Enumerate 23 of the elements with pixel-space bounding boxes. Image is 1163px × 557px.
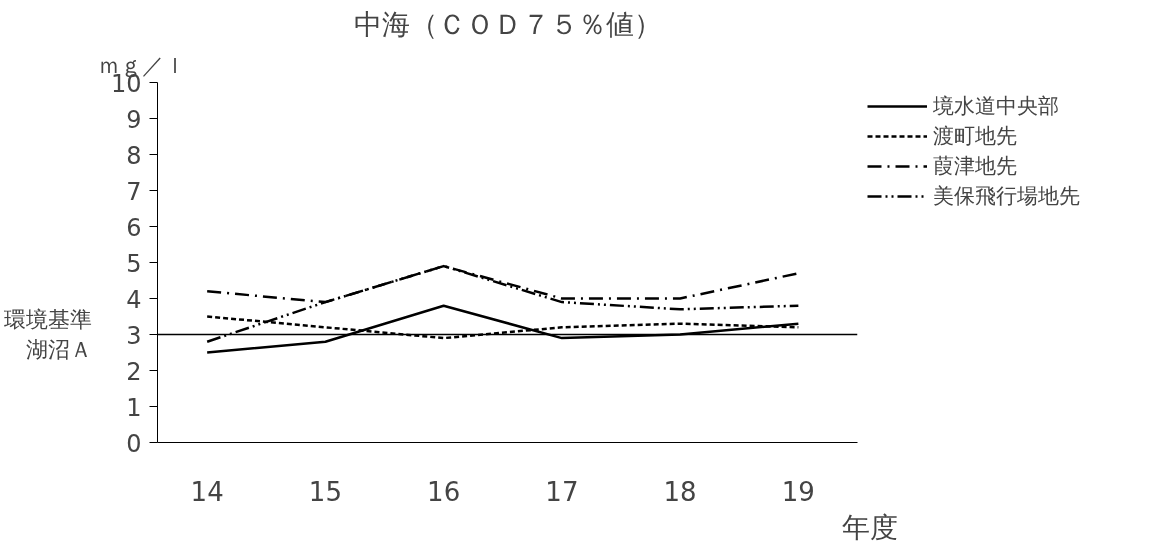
legend-label: 渡町地先 — [933, 123, 1017, 150]
x-tick-label: 19 — [781, 476, 815, 507]
x-tick-label: 18 — [663, 476, 697, 507]
x-tick-label: 14 — [190, 476, 224, 507]
x-axis-title: 年度 — [841, 510, 898, 544]
y-tick-label: 0 — [126, 429, 142, 458]
y-tick-label: 1 — [126, 393, 142, 422]
legend-label: 葭津地先 — [933, 153, 1017, 180]
x-tick-label: 15 — [308, 476, 342, 507]
x-tick-label: 16 — [427, 476, 461, 507]
y-tick-label: 2 — [126, 357, 142, 386]
chart-title: 中海（ＣＯＤ７５％値） — [353, 7, 662, 41]
y-tick-label: 6 — [126, 213, 142, 242]
y-tick-label: 7 — [126, 177, 142, 206]
legend-label: 美保飛行場地先 — [933, 183, 1080, 210]
y-tick-label: 8 — [126, 141, 142, 170]
y-tick-label: 9 — [126, 105, 142, 134]
x-tick-label: 17 — [545, 476, 579, 507]
y-tick-label: 3 — [126, 321, 142, 350]
y-tick-label: 4 — [126, 285, 142, 314]
legend-label: 境水道中央部 — [933, 93, 1059, 120]
ref-line-label: 環境基準湖沼Ａ — [3, 307, 92, 362]
y-tick-label: 5 — [126, 249, 142, 278]
